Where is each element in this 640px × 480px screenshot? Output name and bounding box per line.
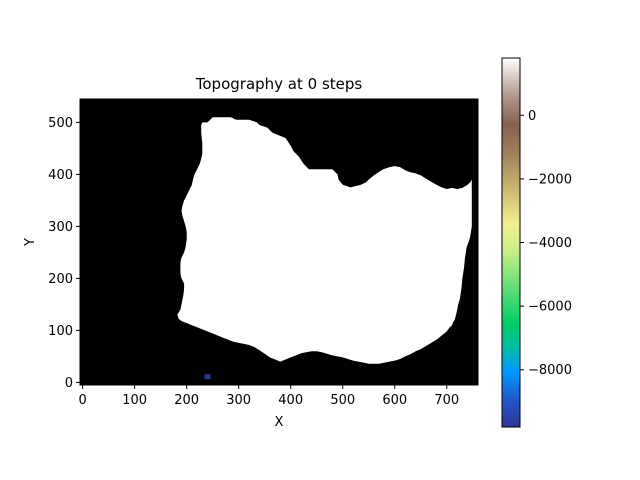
deep-cell xyxy=(204,374,211,380)
y-axis-label: Y xyxy=(23,238,38,247)
chart-title: Topography at 0 steps xyxy=(195,75,363,93)
y-tick-label: 200 xyxy=(48,272,73,287)
x-tick-label: 400 xyxy=(278,393,303,408)
x-axis-label: X xyxy=(275,415,284,430)
colorbar-tick-label: −8000 xyxy=(528,363,572,378)
heatmap-land-layer xyxy=(177,117,472,364)
x-tick-label: 200 xyxy=(174,393,199,408)
colorbar-tick-label: −6000 xyxy=(528,300,572,315)
y-tick-label: 100 xyxy=(48,324,73,339)
y-tick-label: 0 xyxy=(65,376,73,391)
plot-frame xyxy=(79,98,479,386)
y-axis-ticks: 0 100 200 300 400 500 xyxy=(48,116,80,391)
x-tick-label: 0 xyxy=(78,393,86,408)
heatmap-feature-layer xyxy=(204,374,211,380)
x-axis-ticks: 0 100 200 300 400 500 600 700 xyxy=(78,385,459,408)
x-tick-label: 100 xyxy=(122,393,147,408)
colorbar-ticks: 0 −2000 −4000 −6000 −8000 xyxy=(520,109,572,378)
y-tick-label: 300 xyxy=(48,220,73,235)
colorbar-tick-label: 0 xyxy=(528,109,536,124)
colorbar xyxy=(501,57,521,428)
x-tick-label: 300 xyxy=(226,393,251,408)
x-tick-label: 600 xyxy=(382,393,407,408)
colorbar-tick-label: −4000 xyxy=(528,236,572,251)
colorbar-tick-label: −2000 xyxy=(528,172,572,187)
y-tick-label: 500 xyxy=(48,116,73,131)
x-tick-label: 500 xyxy=(330,393,355,408)
y-tick-label: 400 xyxy=(48,168,73,183)
x-tick-label: 700 xyxy=(434,393,459,408)
land-mass xyxy=(177,117,472,364)
